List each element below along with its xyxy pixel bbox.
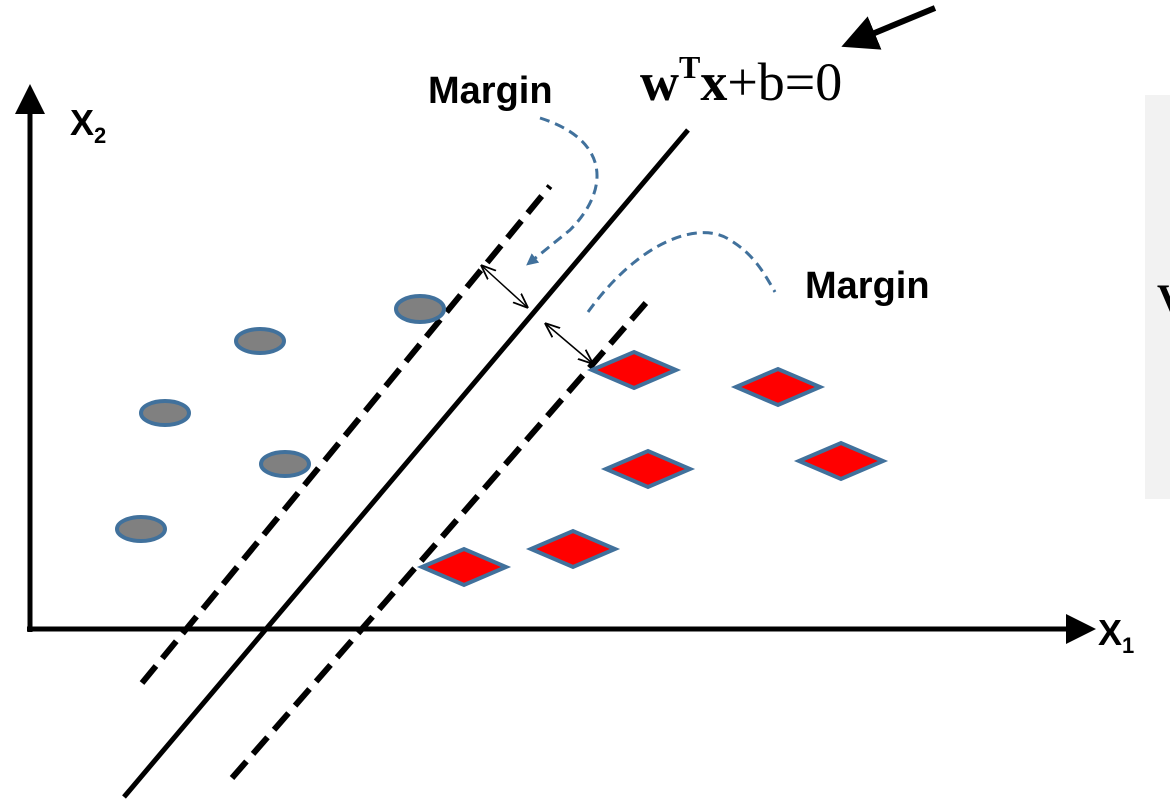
class-a-points [115,294,446,543]
upper-margin-callout [526,116,599,266]
margin-label-upper: Margin [428,70,553,112]
upper-margin-width-arrow [482,266,527,307]
class-b-point [793,440,889,482]
decision-boundary-line [122,128,690,799]
lower-margin-line [229,294,655,780]
class-b-points [416,349,889,588]
class-a-point [394,294,446,324]
upper-margin-line [139,184,553,685]
lower-margin-width-arrow [546,324,592,363]
class-a-point [115,515,167,543]
lower-margin-callout [586,231,777,313]
class-b-point [600,448,696,490]
y-axis-label: X2 [70,102,106,148]
margin-label-lower: Margin [805,265,930,307]
x-axis-label: X1 [1098,612,1134,658]
class-a-point [234,327,286,355]
axes [14,84,1096,644]
side-panel-letter: V [1157,276,1170,321]
class-b-point [586,349,682,391]
class-b-point [525,528,621,570]
class-a-point [139,399,191,427]
side-panel [1145,95,1170,499]
class-a-point [259,450,311,478]
hyperplane-equation: wTx+b=0 [640,49,842,112]
class-b-point [730,366,826,408]
equation-pointer-arrow [841,5,937,50]
class-b-point [416,546,512,588]
